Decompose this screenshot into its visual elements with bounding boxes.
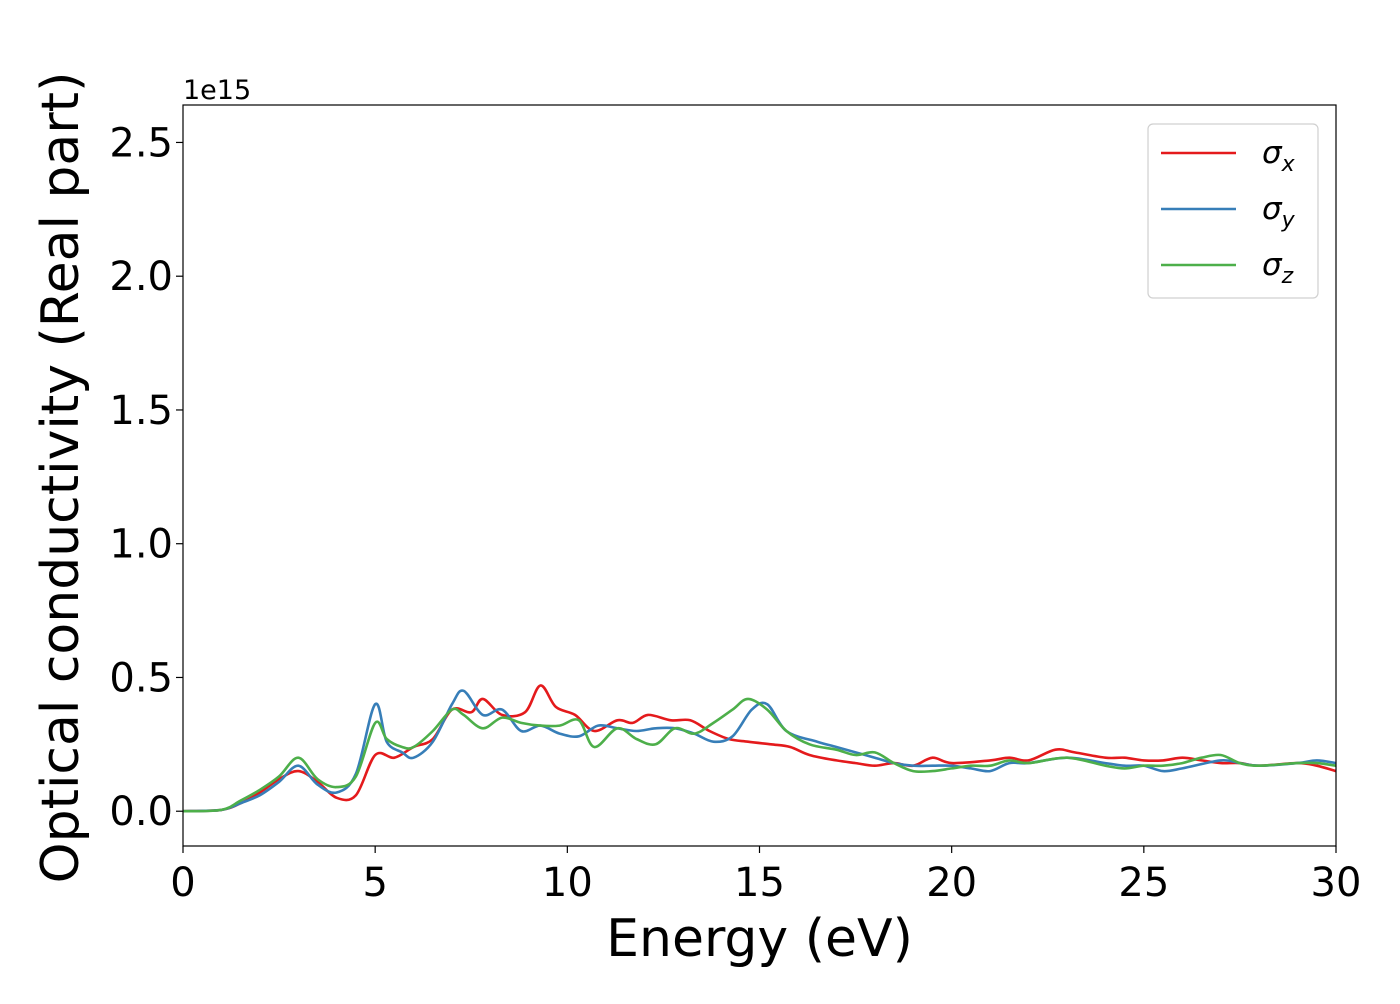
y-tick-label: 1.5 [109,388,173,434]
x-tick-label: 15 [734,860,785,906]
y-tick-label: 2.5 [109,120,173,166]
series-line-z [183,697,1336,813]
series-line-y [183,689,1336,813]
legend-label-x: σx [1262,135,1296,177]
plot-area [183,684,1336,813]
y-tick-label: 2.0 [109,254,173,300]
y-axis-title: Optical conductivity (Real part) [31,72,91,884]
x-tick-label: 20 [926,860,977,906]
y-axis-offset-label: 1e15 [183,75,251,106]
x-tick-label: 0 [170,860,195,906]
y-tick-label: 0.5 [109,655,173,701]
y-tick-label: 0.0 [109,789,173,835]
x-tick-label: 25 [1118,860,1169,906]
legend-box [1147,123,1319,299]
y-tick-label: 1.0 [109,522,173,568]
x-tick-label: 30 [1311,860,1362,906]
x-tick-label: 5 [362,860,387,906]
axis-ticks: 0 5 10 15 20 25 30 0.0 0.5 1.0 1.5 2.0 2.5 [109,120,1361,906]
x-tick-label: 10 [542,860,593,906]
x-axis-title: Energy (eV) [606,909,913,969]
